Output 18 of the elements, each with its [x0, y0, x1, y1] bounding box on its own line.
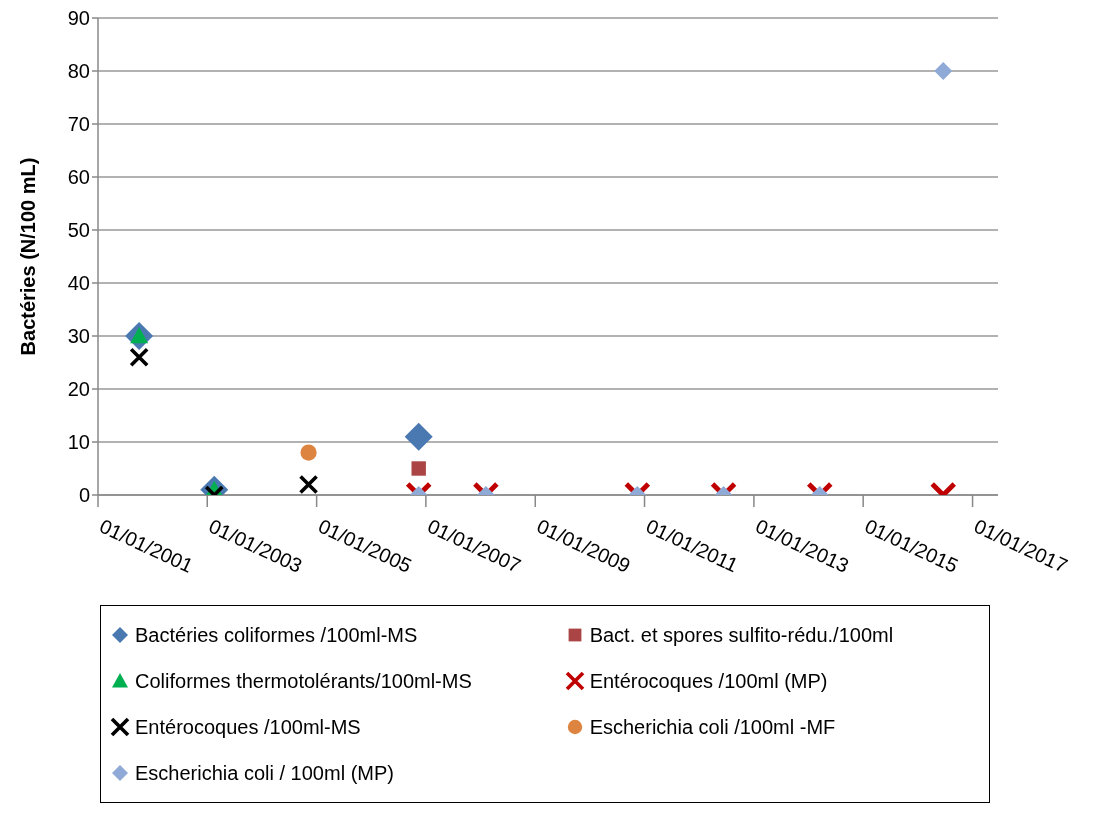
y-axis-title: Bactéries (N/100 mL): [17, 157, 40, 356]
y-tick-label: 20: [67, 378, 90, 401]
y-tick-label: 70: [67, 113, 90, 136]
legend-label: Escherichia coli / 100ml (MP): [135, 761, 394, 785]
legend-label: Bactéries coliformes /100ml-MS: [135, 623, 418, 647]
y-tick-label: 60: [67, 166, 90, 189]
legend-label: Escherichia coli /100ml -MF: [589, 715, 836, 739]
y-tick-label: 10: [67, 431, 90, 454]
legend-label: Coliformes thermotolérants/100ml-MS: [135, 669, 472, 693]
y-tick-label: 30: [67, 325, 90, 348]
y-tick-label: 50: [67, 219, 90, 242]
legend-label: Entérocoques /100ml (MP): [589, 669, 828, 693]
legend-label: Entérocoques /100ml-MS: [135, 715, 361, 739]
y-tick-label: 90: [67, 7, 90, 30]
y-tick-label: 0: [78, 484, 90, 507]
y-tick-label: 80: [67, 60, 90, 83]
y-tick-label: 40: [67, 272, 90, 295]
legend-label: Bact. et spores sulfito-rédu./100ml: [589, 623, 894, 647]
